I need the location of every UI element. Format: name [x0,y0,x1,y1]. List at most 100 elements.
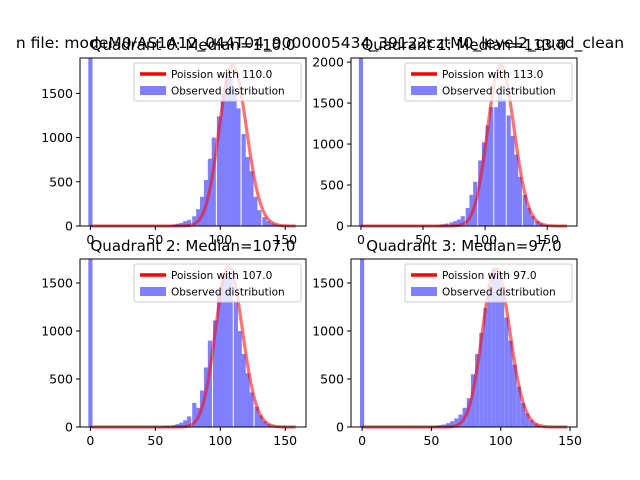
y-tick-label: 500 [49,174,73,189]
histogram-bar [216,290,222,427]
histogram-bar [458,414,463,427]
y-tick-label: 0 [336,219,344,234]
histogram-bar [192,403,197,427]
histogram-bar [257,210,262,226]
histogram-bar [470,374,476,427]
x-tick-label: 100 [473,232,497,247]
y-tick-label: 1500 [41,86,73,101]
legend-bar-swatch [411,86,437,95]
histogram-bar [460,216,465,226]
y-tick-label: 1000 [41,130,73,145]
histogram-bar [258,415,263,427]
legend-label-poisson: Poission with 107.0 [171,270,272,282]
legend-label-observed: Observed distribution [171,86,285,98]
histogram-bar [207,340,212,427]
histogram-bar [245,157,250,226]
histogram-bar [491,268,496,427]
x-tick-label: 0 [358,433,366,448]
histogram-bar [506,115,511,226]
histogram-bar [236,108,241,226]
legend-label-observed: Observed distribution [171,287,285,299]
legend-box [404,263,573,303]
histogram-bar [213,320,218,427]
histogram-bar [245,373,250,427]
x-tick-label: 0 [86,232,94,247]
axes-frame [350,57,578,227]
legend-box [404,62,573,102]
histogram-bar [241,134,246,226]
histogram-bar [183,420,188,427]
legend-bar-swatch [140,86,166,95]
histogram-bar [517,176,522,226]
histogram-bar [360,259,365,427]
histogram-bar [516,386,521,427]
y-tick-label: 1000 [312,137,344,152]
histogram-bar [183,221,188,226]
x-tick-label: 50 [415,232,431,247]
histogram-bar [445,423,451,427]
histogram-bar [358,58,363,226]
histogram-bar [211,137,216,226]
histogram-bar [228,277,233,427]
histogram-bar [228,79,233,226]
histogram-bar [220,277,225,427]
histogram-bar [262,421,267,427]
x-tick-label: 100 [208,232,232,247]
subplot-title: Quadrant 2: Median=107.0 [91,237,296,255]
histogram-bar [465,207,470,226]
histogram-bar [179,422,184,427]
x-tick-label: 150 [273,433,297,448]
histogram-bar [522,194,527,226]
histogram-bar [510,135,515,226]
histogram-bar [525,413,530,427]
histogram-bar [481,142,486,226]
histogram-bar [237,331,242,427]
histogram-bar [520,403,526,427]
histogram-bar [254,406,259,427]
legend-label-poisson: Poission with 97.0 [442,270,537,282]
x-tick-label: 50 [147,433,163,448]
legend-box [133,62,302,102]
y-tick-label: 500 [320,372,344,387]
histogram-bar [501,98,506,226]
histogram-bar [249,171,254,226]
histogram-bar [479,332,484,427]
y-tick-label: 1000 [41,324,73,339]
x-tick-label: 100 [208,433,232,448]
legend-label-observed: Observed distribution [442,86,556,98]
y-tick-label: 1500 [41,276,73,291]
x-tick-label: 0 [357,232,365,247]
y-tick-label: 1000 [312,324,344,339]
histogram-bar [475,354,480,427]
subplot-title: Quadrant 0: Median=110.0 [91,36,296,54]
histogram-bar [450,421,455,427]
histogram-bar [262,217,267,226]
histogram-bar [456,219,462,226]
histogram-bar [529,420,534,427]
histogram-bar [224,76,229,226]
histogram-bar [483,307,488,427]
histogram-bar [500,294,505,427]
histogram-bar [530,216,535,226]
subplot-title: Quadrant 1: Median=113.0 [362,36,567,54]
histogram-bar [187,416,192,427]
histogram-bar [512,364,517,427]
y-tick-label: 0 [65,219,73,234]
subplot-title: Quadrant 3: Median=97.0 [366,237,561,255]
histogram-bar [485,125,490,226]
y-tick-label: 1500 [312,96,344,111]
histogram-bar [514,154,519,226]
legend-box [133,263,302,303]
histogram-bar [497,93,503,227]
histogram-bar [266,221,271,226]
histogram-bar [270,223,275,226]
legend: Poission with 110.0 Observed distribution [133,62,302,102]
y-tick-label: 0 [336,420,344,435]
x-tick-label: 50 [423,433,439,448]
histogram-bar [449,222,454,226]
histogram-bar [478,160,483,226]
legend: Poission with 107.0 Observed distribution [133,263,302,303]
